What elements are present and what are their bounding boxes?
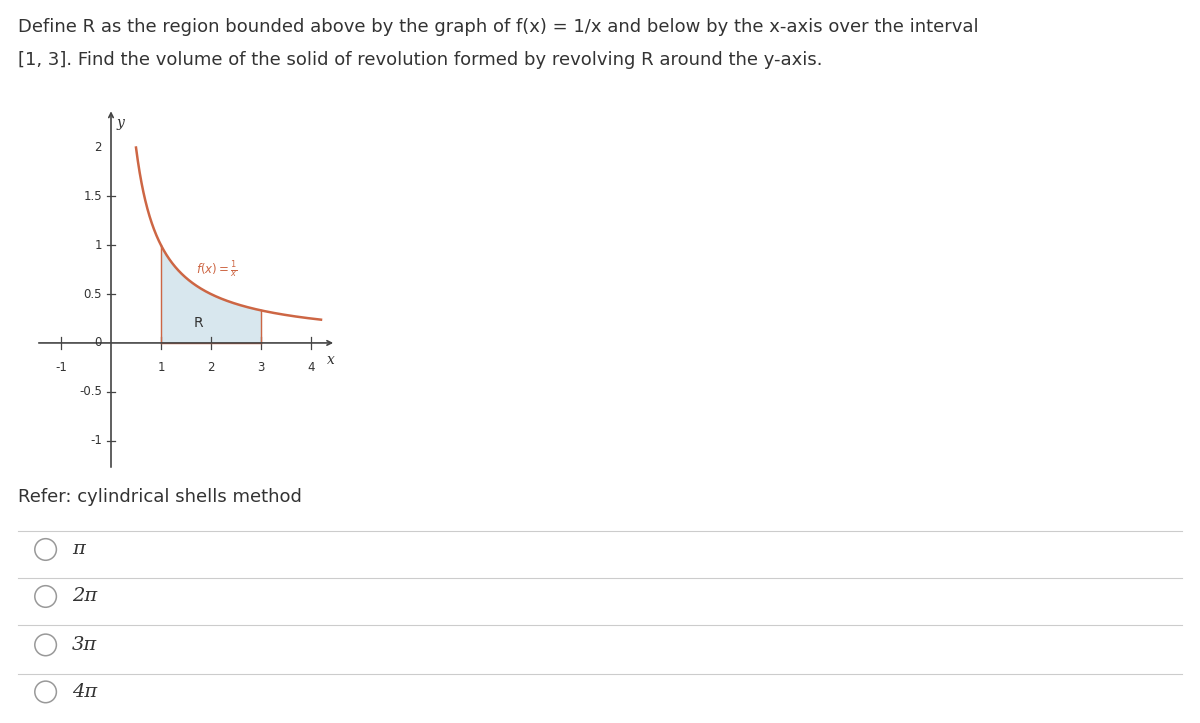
Text: Refer: cylindrical shells method: Refer: cylindrical shells method <box>18 488 302 506</box>
Text: R: R <box>193 317 203 330</box>
Text: 3π: 3π <box>72 636 97 654</box>
Text: -1: -1 <box>90 434 102 447</box>
Text: 0.5: 0.5 <box>84 288 102 301</box>
Text: π: π <box>72 541 85 558</box>
Text: 3: 3 <box>257 361 265 374</box>
Text: [1, 3]. Find the volume of the solid of revolution formed by revolving R around : [1, 3]. Find the volume of the solid of … <box>18 51 822 69</box>
Text: 4π: 4π <box>72 683 97 701</box>
Text: 4: 4 <box>307 361 314 374</box>
Text: y: y <box>118 116 125 130</box>
Text: 1: 1 <box>95 239 102 252</box>
Text: x: x <box>328 353 335 367</box>
Text: 1.5: 1.5 <box>83 190 102 203</box>
Text: 1: 1 <box>157 361 164 374</box>
Text: 2: 2 <box>95 141 102 154</box>
Text: 0: 0 <box>95 336 102 349</box>
Text: 2π: 2π <box>72 588 97 605</box>
Text: -0.5: -0.5 <box>79 385 102 398</box>
Text: Define R as the region bounded above by the graph of f(x) = 1/x and below by the: Define R as the region bounded above by … <box>18 18 979 36</box>
Text: -1: -1 <box>55 361 67 374</box>
Text: 2: 2 <box>208 361 215 374</box>
Text: $f(x) = \frac{1}{x}$: $f(x) = \frac{1}{x}$ <box>196 260 238 281</box>
